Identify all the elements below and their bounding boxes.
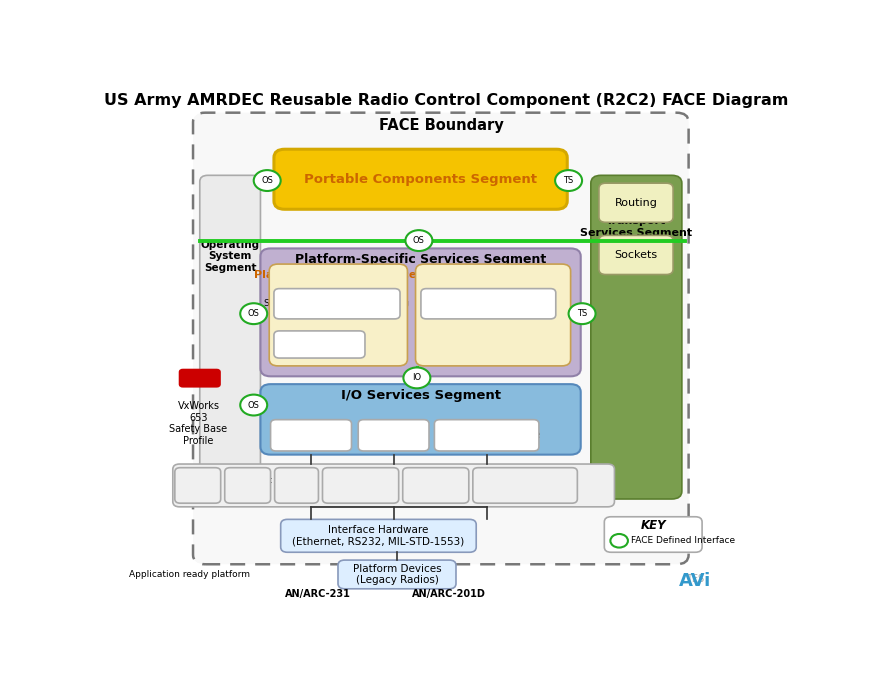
FancyBboxPatch shape (473, 468, 577, 503)
FancyBboxPatch shape (275, 468, 318, 503)
Text: AN/ARC-201D: AN/ARC-201D (412, 589, 486, 599)
Text: Platform Device Services: Platform Device Services (415, 270, 571, 279)
Text: Sockets: Sockets (614, 250, 657, 260)
Text: RS232 Service: RS232 Service (358, 431, 428, 440)
Text: OS: OS (248, 401, 259, 410)
Text: R2C2 (Radio Control): R2C2 (Radio Control) (441, 299, 535, 308)
Circle shape (240, 395, 267, 416)
Circle shape (240, 303, 267, 324)
FancyBboxPatch shape (604, 517, 701, 553)
Text: Application ready platform: Application ready platform (129, 570, 250, 579)
FancyBboxPatch shape (434, 420, 538, 451)
FancyBboxPatch shape (590, 176, 681, 499)
Text: Routing: Routing (614, 198, 657, 207)
FancyBboxPatch shape (224, 468, 270, 503)
FancyBboxPatch shape (173, 464, 614, 507)
Text: Transport
Services Segment: Transport Services Segment (580, 216, 692, 238)
FancyBboxPatch shape (274, 331, 365, 358)
Text: Health
Monitoring: Health Monitoring (274, 476, 319, 495)
FancyBboxPatch shape (598, 183, 673, 222)
FancyBboxPatch shape (358, 420, 428, 451)
FancyBboxPatch shape (175, 468, 221, 503)
FancyBboxPatch shape (200, 176, 260, 499)
Text: System Level Health Monitoring: System Level Health Monitoring (264, 299, 409, 308)
FancyBboxPatch shape (281, 519, 475, 553)
FancyBboxPatch shape (179, 370, 220, 386)
Text: TS: TS (576, 309, 587, 318)
FancyBboxPatch shape (274, 289, 400, 319)
Text: FACE Defined Interface: FACE Defined Interface (630, 536, 734, 545)
FancyBboxPatch shape (269, 264, 407, 366)
Text: VxWorks
653
Safety Base
Profile: VxWorks 653 Safety Base Profile (169, 401, 227, 445)
Text: OS: OS (248, 309, 259, 318)
Text: Platform Devices
(Legacy Radios): Platform Devices (Legacy Radios) (352, 563, 441, 585)
Text: TES: TES (686, 574, 704, 584)
FancyBboxPatch shape (260, 384, 580, 455)
FancyBboxPatch shape (322, 468, 398, 503)
Text: AVi: AVi (679, 572, 711, 591)
Text: Interface Hardware
(Ethernet, RS232, MIL-STD-1553): Interface Hardware (Ethernet, RS232, MIL… (292, 525, 464, 546)
Text: Operating
System
Segment: Operating System Segment (201, 239, 259, 273)
Text: Ethernet Service: Ethernet Service (270, 431, 351, 440)
Circle shape (554, 170, 581, 191)
Circle shape (254, 170, 281, 191)
Text: TS: TS (563, 176, 573, 185)
Text: OS: OS (261, 176, 273, 185)
Text: I/O Services Segment: I/O Services Segment (340, 389, 500, 402)
Text: US Army AMRDEC Reusable Radio Control Component (R2C2) FACE Diagram: US Army AMRDEC Reusable Radio Control Co… (103, 93, 787, 108)
FancyBboxPatch shape (337, 560, 455, 589)
Text: IO: IO (412, 374, 421, 382)
Text: MIL-STD-1553 Driver: MIL-STD-1553 Driver (481, 481, 567, 490)
Text: Component
Framework: Component Framework (223, 476, 272, 495)
Text: FACE Boundary: FACE Boundary (378, 118, 503, 134)
Text: MIL-STD-1553 Service: MIL-STD-1553 Service (433, 431, 540, 440)
Text: Platform Common Services: Platform Common Services (254, 270, 422, 279)
FancyBboxPatch shape (274, 149, 567, 210)
Circle shape (568, 303, 595, 324)
Text: Language
Runtime: Language Runtime (176, 476, 218, 495)
FancyBboxPatch shape (193, 113, 688, 564)
FancyBboxPatch shape (598, 235, 673, 275)
Circle shape (403, 367, 430, 388)
FancyBboxPatch shape (402, 468, 468, 503)
Circle shape (405, 230, 432, 251)
Text: Ethernet  Driver: Ethernet Driver (327, 481, 394, 490)
Text: KEY: KEY (640, 519, 666, 532)
FancyBboxPatch shape (260, 248, 580, 376)
FancyBboxPatch shape (421, 289, 555, 319)
FancyBboxPatch shape (270, 420, 351, 451)
Circle shape (610, 534, 627, 548)
Text: Platform-Specific Services Segment: Platform-Specific Services Segment (295, 254, 546, 266)
Text: AN/ARC-231: AN/ARC-231 (284, 589, 350, 599)
FancyBboxPatch shape (415, 264, 570, 366)
Text: RS232 Driver: RS232 Driver (408, 481, 463, 490)
Text: OS: OS (413, 236, 424, 245)
Text: WIND: WIND (181, 372, 218, 384)
Text: Portable Components Segment: Portable Components Segment (304, 173, 536, 186)
Text: Configuration Service: Configuration Service (270, 340, 368, 349)
